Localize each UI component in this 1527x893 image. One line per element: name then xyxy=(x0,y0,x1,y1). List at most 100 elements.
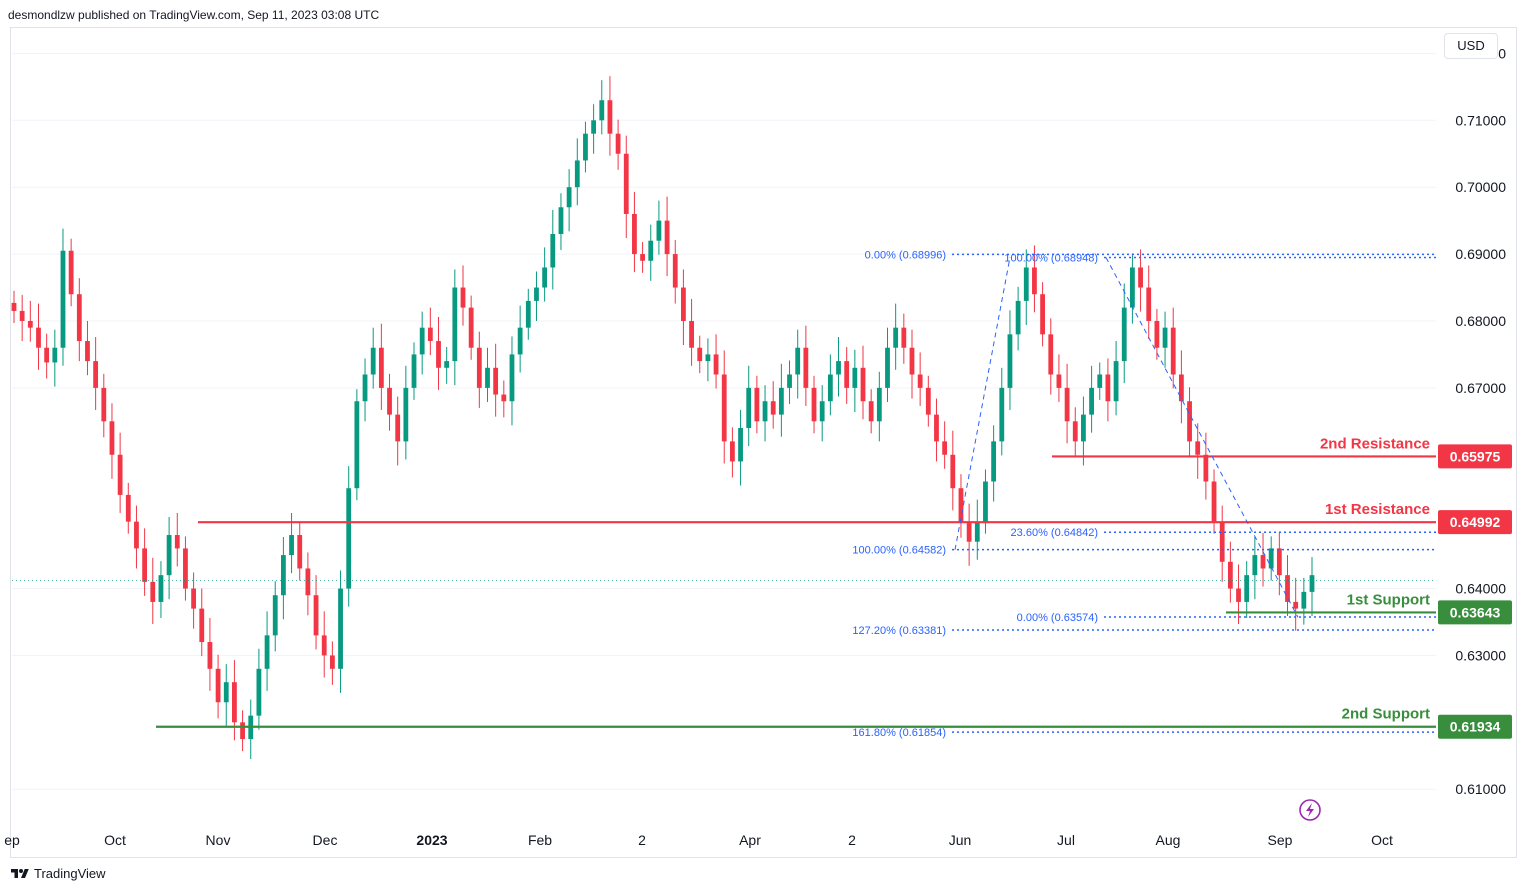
candle-body xyxy=(1138,267,1143,288)
chart-frame[interactable] xyxy=(10,27,1517,858)
fib-swing-line xyxy=(1105,257,1299,618)
candle-body xyxy=(1130,267,1135,308)
candle-body xyxy=(811,387,817,422)
candle-body xyxy=(583,133,588,161)
candle-body xyxy=(1252,555,1258,576)
candle-body xyxy=(1293,601,1299,609)
candle-body xyxy=(974,521,980,542)
candle-body xyxy=(240,722,245,740)
candle-body xyxy=(983,481,988,522)
fib-label: 100.00% (0.68948) xyxy=(1004,253,1098,265)
x-tick-label: 2023 xyxy=(416,832,447,848)
candle-body xyxy=(950,454,956,489)
candle-body xyxy=(1260,555,1266,569)
level-price-box xyxy=(1438,510,1512,535)
candle-body xyxy=(1032,267,1037,295)
x-tick-label: Sep xyxy=(1268,832,1293,848)
y-tick-label: 0.70000 xyxy=(1455,179,1506,195)
candle-body xyxy=(909,347,915,375)
candle-body xyxy=(1211,481,1217,522)
candle-body xyxy=(729,441,735,462)
level-label-support: 2nd Support xyxy=(1342,706,1430,723)
candle-body xyxy=(1285,575,1290,602)
candle-body xyxy=(827,374,833,402)
candle-body xyxy=(1081,414,1086,442)
candle-body xyxy=(1089,387,1094,415)
y-tick-label: 0.71000 xyxy=(1455,112,1506,128)
candle-body xyxy=(1072,421,1078,442)
candle-body xyxy=(746,387,752,428)
candle-body xyxy=(1121,307,1127,362)
candle-body xyxy=(836,361,841,375)
fib-label: 0.00% (0.68996) xyxy=(865,249,946,261)
candle-body xyxy=(476,347,482,388)
candle-body xyxy=(297,535,303,569)
candle-body xyxy=(705,354,711,362)
fib-label: 127.20% (0.63381) xyxy=(852,625,946,637)
level-price-box xyxy=(1438,444,1512,469)
candle-body xyxy=(280,555,286,596)
level-price-text: 0.64992 xyxy=(1450,514,1501,530)
candle-body xyxy=(1170,327,1176,375)
candle-body xyxy=(27,320,33,328)
candle-body xyxy=(615,133,621,154)
candle-body xyxy=(656,220,662,241)
x-tick-label: Jun xyxy=(949,832,972,848)
lightning-icon[interactable] xyxy=(1299,799,1321,821)
x-tick-label: Aug xyxy=(1156,832,1181,848)
candle-body xyxy=(770,401,776,415)
candle-body xyxy=(1113,361,1119,402)
candle-body xyxy=(52,347,58,363)
candle-body xyxy=(256,668,262,716)
candle-body xyxy=(93,361,99,388)
candle-body xyxy=(721,374,727,442)
candle-body xyxy=(876,387,882,422)
candle-body xyxy=(329,655,335,669)
x-tick-label: Dec xyxy=(313,832,338,848)
candle-body xyxy=(550,234,556,268)
candle-body xyxy=(191,588,196,609)
candle-body xyxy=(1227,561,1233,589)
candle-body xyxy=(1268,548,1274,569)
candle-body xyxy=(795,347,801,375)
candle-body xyxy=(289,535,294,556)
candle-body xyxy=(917,374,923,388)
currency-selector[interactable]: USD xyxy=(1444,33,1498,59)
x-tick-label: 2 xyxy=(638,832,646,848)
candle-body xyxy=(313,595,319,636)
x-tick-label: Nov xyxy=(206,832,231,848)
candle-body xyxy=(150,581,156,602)
candle-body xyxy=(444,361,450,368)
candle-body xyxy=(321,635,327,656)
candle-body xyxy=(664,220,670,255)
candle-body xyxy=(689,320,694,348)
candle-body xyxy=(762,401,768,422)
candle-body xyxy=(885,347,890,388)
candle-body xyxy=(1309,575,1315,592)
level-price-box xyxy=(1438,714,1512,739)
candle-body xyxy=(264,635,270,669)
candle-body xyxy=(787,374,792,388)
candle-body xyxy=(183,548,188,589)
y-tick-label: 0.61000 xyxy=(1455,781,1506,797)
candle-body xyxy=(68,250,74,295)
candle-body xyxy=(525,300,531,328)
candle-body xyxy=(1105,374,1111,402)
candle-body xyxy=(934,414,939,442)
candle-body xyxy=(1178,374,1184,402)
candle-body xyxy=(305,568,311,596)
candle-body xyxy=(681,287,686,321)
candle-body xyxy=(868,401,874,422)
candle-body xyxy=(36,327,41,348)
candle-body xyxy=(860,367,866,402)
candle-body xyxy=(223,682,229,703)
candle-body xyxy=(1195,441,1201,455)
footer-brand[interactable]: TradingView xyxy=(10,866,106,881)
fib-label: 100.00% (0.64582) xyxy=(852,545,946,557)
attribution-text: desmondlzw published on TradingView.com,… xyxy=(8,8,380,22)
candle-body xyxy=(1040,294,1046,335)
candle-body xyxy=(232,682,237,723)
fib-layer: 0.00% (0.68996) 100.00% (0.68948) 23.60% (… xyxy=(852,249,1436,739)
candle-body xyxy=(207,642,213,669)
